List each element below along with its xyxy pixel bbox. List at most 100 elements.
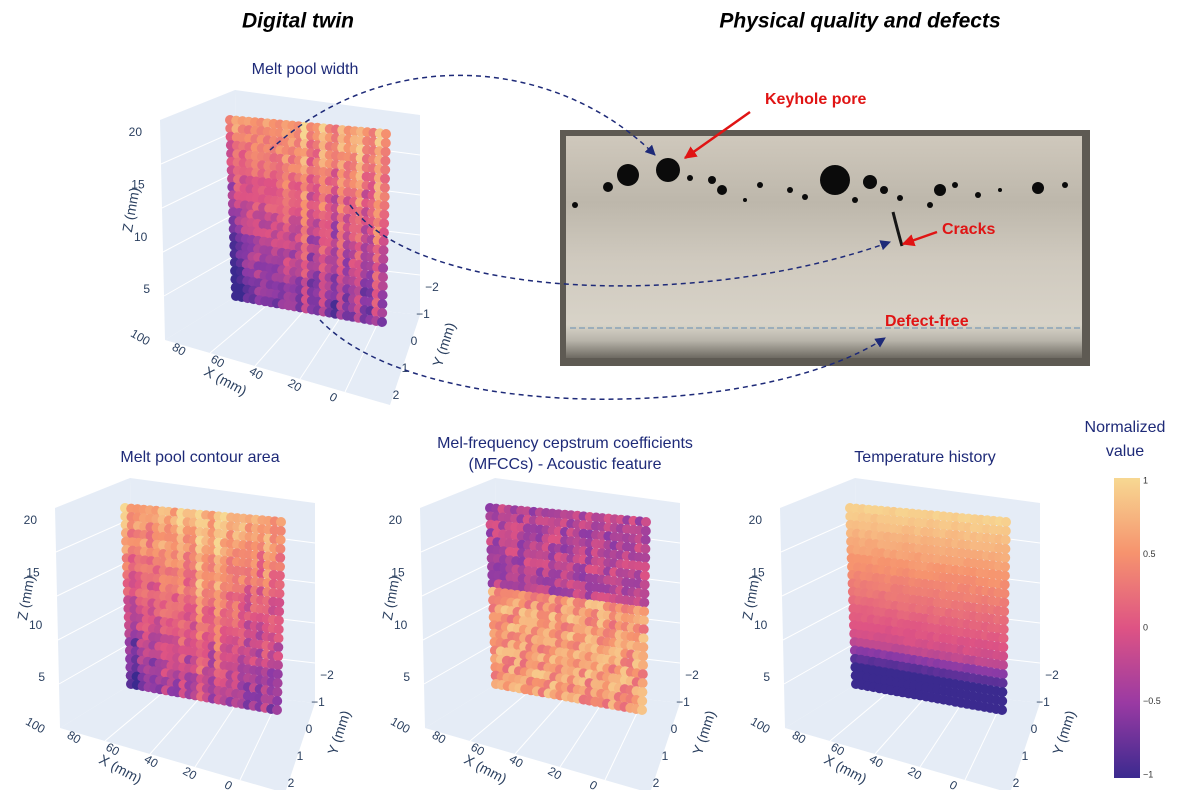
dot — [378, 272, 388, 283]
x-tick-label: 60 — [828, 740, 847, 759]
pore — [952, 182, 958, 188]
dot — [379, 218, 390, 229]
heading: Physical quality and defects — [719, 10, 1000, 33]
dot — [273, 624, 284, 635]
x-tick-label: 0 — [947, 778, 960, 790]
y-axis-label: Y (mm) — [429, 320, 458, 368]
y-axis-label: Y (mm) — [324, 708, 353, 756]
plot-title: Melt pool contour area — [120, 449, 279, 466]
plot-title: Temperature history — [854, 449, 995, 466]
grid-line — [209, 298, 275, 354]
y-tick-label: 0 — [1031, 722, 1038, 736]
dot — [999, 597, 1010, 608]
micrograph-image — [566, 136, 1082, 358]
y-axis-label: Y (mm) — [1049, 708, 1078, 756]
dot — [1000, 543, 1011, 554]
z-tick-label: 20 — [749, 513, 763, 527]
colorbar-tick-label: −1 — [1143, 769, 1153, 779]
back-plane — [55, 478, 133, 728]
heading: Digital twin — [242, 10, 354, 33]
dot — [1000, 561, 1010, 572]
colorbar-gradient — [1114, 478, 1140, 778]
x-tick-label: 100 — [128, 326, 153, 348]
dot — [274, 579, 285, 590]
dot — [380, 155, 391, 166]
dot — [638, 660, 648, 671]
pore — [998, 188, 1002, 192]
defect-arrow — [683, 110, 751, 160]
y-tick-label: −2 — [685, 668, 699, 682]
y-tick-label: −1 — [676, 695, 690, 709]
y-tick-label: 2 — [653, 776, 660, 790]
z-tick-label: 5 — [38, 670, 45, 684]
y-tick-label: −2 — [425, 280, 439, 294]
dot — [274, 597, 285, 608]
dot — [272, 696, 283, 706]
dot — [637, 687, 648, 698]
dot — [637, 696, 648, 706]
x-tick-label: 20 — [181, 764, 200, 783]
dot — [997, 687, 1008, 698]
dot — [998, 624, 1009, 635]
dot — [378, 236, 389, 247]
x-axis-label: X (mm) — [202, 363, 250, 399]
grid-line — [104, 686, 170, 742]
plot-title: Melt pool width — [252, 61, 359, 78]
grid-line — [254, 302, 312, 367]
dot — [1000, 534, 1011, 545]
dot — [999, 588, 1010, 599]
z-tick-label: 10 — [754, 618, 768, 632]
x-tick-label: 80 — [65, 728, 84, 747]
plot-title: Mel-frequency cepstrum coefficients — [437, 435, 693, 452]
z-tick-label: 15 — [751, 566, 765, 580]
y-tick-label: −1 — [416, 307, 430, 321]
dot — [639, 597, 650, 608]
plot-title: (MFCCs) - Acoustic feature — [469, 456, 662, 473]
x-tick-label: 40 — [507, 752, 526, 771]
y-tick-label: 1 — [297, 749, 304, 763]
pore — [880, 186, 888, 194]
z-tick-label: 5 — [763, 670, 770, 684]
z-axis-label: Z (mm) — [379, 574, 403, 621]
z-axis-label: Z (mm) — [739, 574, 763, 621]
defect-label: Defect-free — [885, 313, 969, 330]
dot — [273, 651, 284, 662]
colorbar-ticks: 1 0.5 0 −0.5 −1 — [1143, 475, 1161, 779]
back-plane — [780, 478, 858, 728]
x-tick-label: 100 — [23, 714, 48, 736]
x-axis-label: X (mm) — [822, 751, 870, 787]
y-tick-label: 2 — [393, 388, 400, 402]
defect-labels: Keyhole pore Cracks Defect-free — [683, 91, 995, 330]
dot — [377, 308, 388, 318]
x-tick-label: 0 — [327, 390, 340, 406]
z-tick-label: 20 — [389, 513, 403, 527]
pore — [934, 184, 946, 196]
z-axis-label: Z (mm) — [14, 574, 38, 621]
dot — [377, 299, 388, 310]
y-tick-label: −1 — [311, 695, 325, 709]
colorbar-tick-label: −0.5 — [1143, 696, 1161, 706]
plot-3d: Mel-frequency cepstrum coefficients (MFCC… — [379, 435, 718, 790]
colorbar-title: Normalized — [1085, 419, 1166, 436]
dot — [379, 191, 390, 202]
grid-line — [829, 686, 895, 742]
dot — [640, 561, 650, 572]
back-plane — [160, 90, 238, 340]
pore — [897, 195, 903, 201]
x-tick-label: 100 — [388, 714, 413, 736]
dot — [998, 615, 1009, 626]
dot — [640, 543, 651, 554]
y-tick-label: 2 — [1013, 776, 1020, 790]
y-tick-label: 1 — [402, 361, 409, 375]
dot — [379, 182, 390, 193]
dot — [272, 678, 283, 689]
z-tick-label: 5 — [143, 282, 150, 296]
y-tick-label: −2 — [320, 668, 334, 682]
pore — [802, 194, 808, 200]
pore — [708, 176, 716, 184]
pore — [852, 197, 858, 203]
dot — [999, 570, 1010, 581]
